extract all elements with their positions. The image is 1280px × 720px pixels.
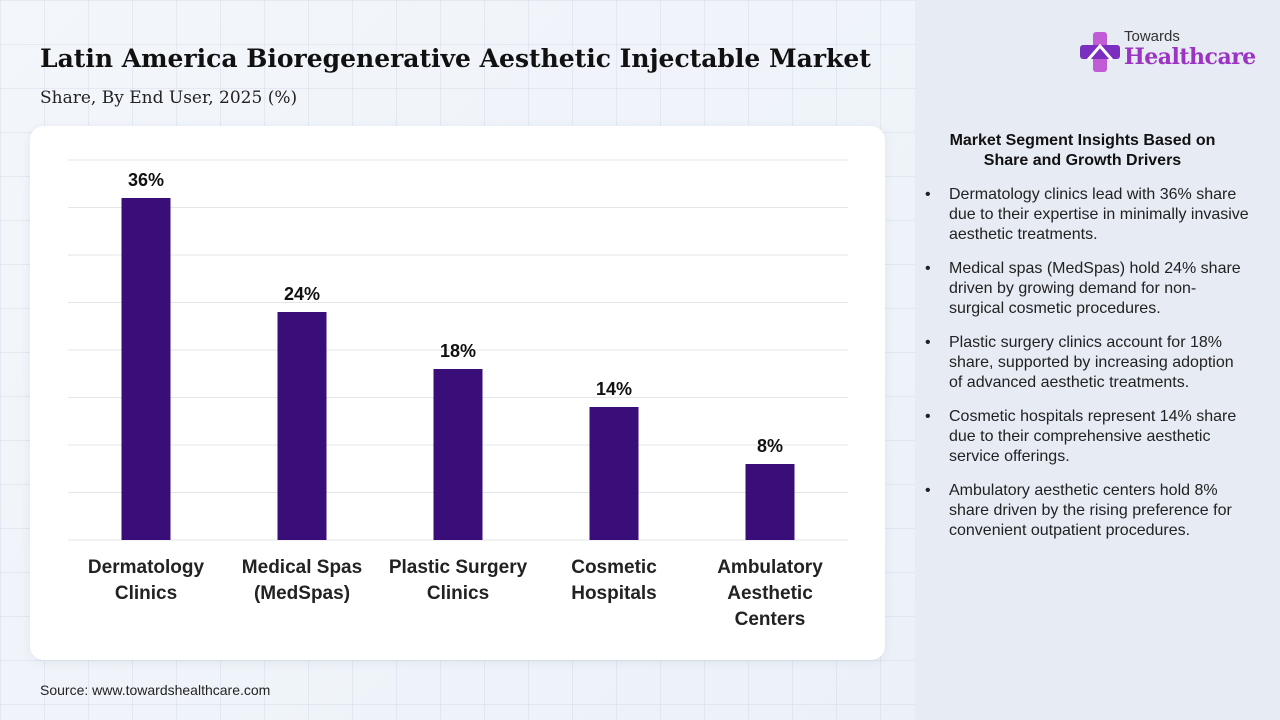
chart-card: 36% Dermatology Clinics 24% Medical Spas (Med… [30,126,885,660]
insight-item: Cosmetic hospitals represent 14% share d… [921,407,1251,467]
data-label: 36% [128,170,164,190]
insight-item: Plastic surgery clinics account for 18% … [921,333,1251,393]
category-label: Hospitals [571,583,657,604]
source-note: Source: www.towardshealthcare.com [40,682,271,698]
bar [433,369,483,540]
data-label: 18% [440,341,476,361]
brand-logo: Towards Healthcare [1080,28,1260,78]
insight-item: Dermatology clinics lead with 36% share … [921,185,1251,245]
bar [121,198,171,540]
category-label: Clinics [427,583,489,604]
insights-title: Market Segment Insights Based on Share a… [949,132,1216,169]
insight-item: Ambulatory aesthetic centers hold 8% sha… [921,481,1251,541]
category-label: Ambulatory [717,557,823,578]
category-label: Plastic Surgery [389,557,528,578]
bar-chart: 36% Dermatology Clinics 24% Medical Spas (Med… [68,159,848,630]
data-label: 14% [596,379,632,399]
data-label: 24% [284,284,320,304]
category-label: Centers [735,609,806,630]
bar [745,464,795,540]
category-label: Dermatology [88,557,205,578]
category-label: Aesthetic [727,583,813,604]
category-label: Cosmetic [571,557,657,578]
insight-item: Medical spas (MedSpas) hold 24% share dr… [921,259,1251,319]
page-title: Latin America Bioregenerative Aesthetic … [40,44,871,73]
bar [277,312,327,540]
logo-text-big: Healthcare [1124,44,1256,70]
insights-list: Dermatology clinics lead with 36% share … [921,185,1251,555]
logo-text-small: Towards [1124,28,1180,45]
logo-cross-icon [1080,32,1120,72]
page-subtitle: Share, By End User, 2025 (%) [40,88,298,108]
data-label: 8% [757,436,783,456]
category-label: Medical Spas [242,557,362,578]
bar [589,407,639,540]
category-label: (MedSpas) [254,583,350,604]
category-label: Clinics [115,583,177,604]
